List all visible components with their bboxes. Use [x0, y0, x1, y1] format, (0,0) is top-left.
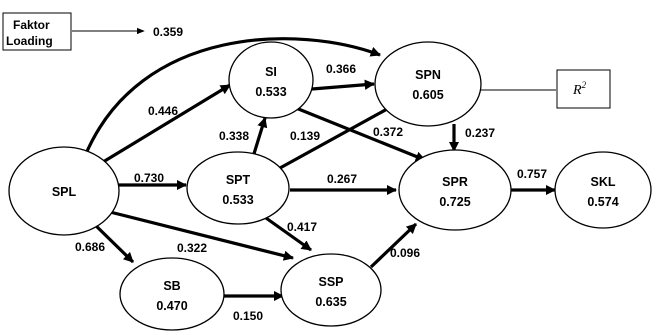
edge-spt-spn [279, 101, 399, 170]
edge-spt-si [251, 117, 268, 158]
node-spr: SPR 0.725 [398, 149, 512, 231]
r2-superscript: 2 [582, 80, 587, 90]
svg-text:R2: R2 [572, 80, 587, 98]
node-skl: SKL 0.574 [554, 151, 652, 229]
node-sb-name: SB [163, 279, 180, 293]
legend-factor-loading: Faktor Loading [2, 12, 72, 51]
node-spn-r2: 0.605 [412, 88, 443, 102]
legend-loading-line1: Faktor [13, 18, 50, 32]
node-spn-name: SPN [415, 68, 441, 82]
coef-spt-spn: 0.139 [290, 129, 320, 143]
coef-si-spn: 0.366 [326, 62, 356, 76]
node-spr-name: SPR [442, 175, 468, 189]
coef-spr-skl: 0.757 [517, 167, 547, 181]
legend-loading-line2: Loading [6, 34, 53, 48]
edge-spl-spn [83, 37, 381, 157]
node-ssp-name: SSP [318, 275, 343, 289]
node-spt-name: SPT [226, 173, 251, 187]
coef-spt-si: 0.338 [219, 129, 249, 143]
r2-symbol: R [572, 83, 582, 98]
node-spn: SPN 0.605 [374, 41, 482, 127]
node-ssp-r2: 0.635 [315, 295, 346, 309]
node-spl-name: SPL [52, 185, 77, 199]
coef-spl-si: 0.446 [148, 104, 178, 118]
coef-spl-ssp: 0.322 [177, 241, 207, 255]
node-spt-r2: 0.533 [222, 193, 253, 207]
edge-spl-ssp [109, 210, 294, 261]
node-skl-name: SKL [591, 175, 616, 189]
edge-spl-si [102, 83, 231, 164]
coef-sb-ssp: 0.150 [233, 309, 263, 323]
coef-spt-ssp: 0.417 [287, 220, 317, 234]
node-sb: SB 0.470 [119, 257, 225, 331]
coef-spt-spr: 0.267 [327, 172, 357, 186]
edge-si-spn [311, 79, 376, 91]
coef-spl-spt: 0.730 [134, 171, 164, 185]
coef-spl-sb: 0.686 [75, 240, 105, 254]
edge-spl-sb [88, 218, 135, 264]
coef-si-spr: 0.372 [373, 125, 403, 139]
edge-ssp-spr [369, 222, 418, 269]
node-spr-r2: 0.725 [439, 195, 470, 209]
edge-spt-ssp [265, 216, 312, 252]
node-spl: SPL [8, 146, 120, 236]
node-sb-r2: 0.470 [156, 299, 187, 313]
node-spt: SPT 0.533 [186, 151, 290, 225]
node-ssp: SSP 0.635 [280, 253, 382, 327]
coef-ssp-spr: 0.096 [390, 246, 420, 260]
legend-loading-value: 0.359 [153, 25, 183, 39]
node-si-name: SI [265, 65, 277, 79]
legend-r-squared: R2 [556, 69, 611, 109]
coef-spn-spr: 0.237 [465, 126, 495, 140]
node-si: SI 0.533 [228, 41, 314, 119]
node-si-r2: 0.533 [255, 85, 286, 99]
node-skl-r2: 0.574 [587, 195, 618, 209]
edge-si-spr [295, 106, 426, 162]
